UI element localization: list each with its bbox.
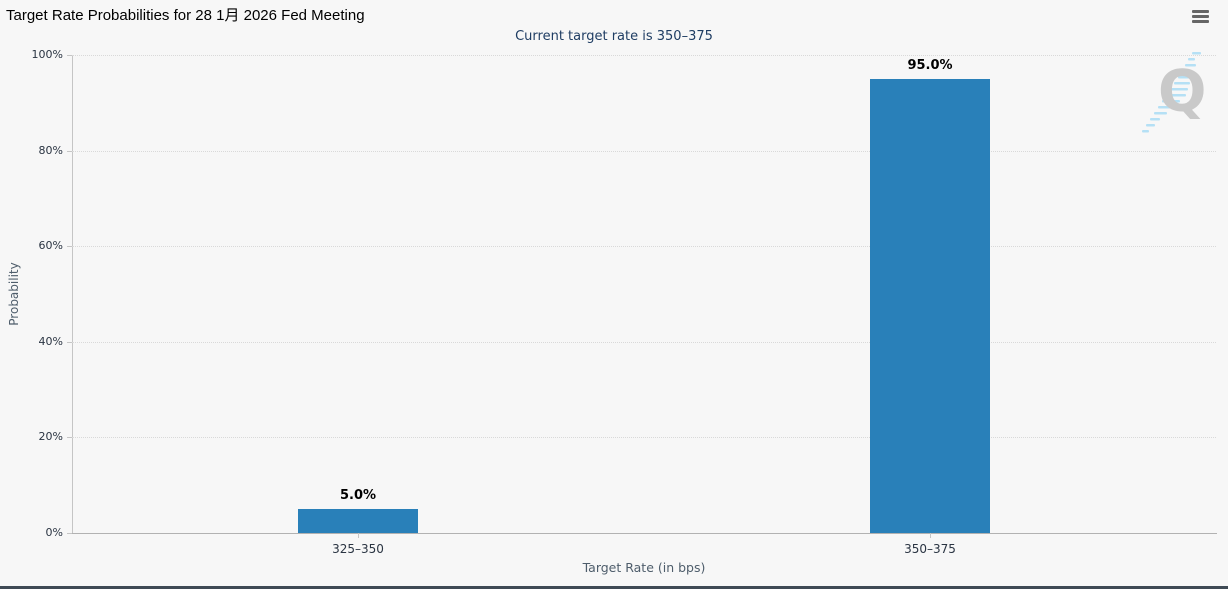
gridline-40% [72,341,1216,343]
gridline-80% [72,150,1216,152]
chart-title: Target Rate Probabilities for 28 1月 2026… [6,7,365,24]
hamburger-icon [1192,19,1209,23]
gridline-60% [72,246,1216,248]
y-tick-mark [67,437,72,439]
bar-325–350[interactable] [298,509,418,533]
y-axis-line [72,55,73,534]
chart-subtitle: Current target rate is 350–375 [515,29,713,44]
chart-context-menu-button[interactable] [1192,7,1212,25]
plot-area: 0% 20% 40% 60% 80% 100% 5.0% 325–350 95.0% 350–37… [32,48,1216,556]
footer-bar [0,586,1228,589]
y-axis-title: Probability [7,262,21,326]
gridline-100% [72,55,1216,56]
x-tick-label: 350–375 [904,542,956,556]
x-tick-label: 325–350 [332,542,384,556]
y-tick-mark [67,55,72,56]
x-axis-title: Target Rate (in bps) [582,560,706,575]
gridline-20% [72,437,1216,439]
x-axis-line [72,533,1217,534]
hamburger-icon [1192,9,1209,13]
y-tick-label: 20% [38,430,63,444]
y-tick-mark [67,341,72,343]
y-tick-label: 60% [38,239,63,253]
x-tick-mark [930,533,931,538]
y-tick-label: 40% [38,334,63,348]
x-tick-mark [358,533,359,538]
y-tick-label: 100% [31,48,63,61]
bar-value-label: 5.0% [339,488,377,504]
y-tick-mark [67,246,72,248]
watermark-q-letter: Q [1158,59,1207,125]
hamburger-icon [1192,14,1209,18]
y-tick-label: 80% [38,143,63,157]
y-tick-mark [67,533,72,534]
y-tick-label: 0% [45,526,63,539]
bar-value-label: 95.0% [907,57,953,73]
bar-350–375[interactable] [870,78,990,533]
y-tick-mark [67,150,72,152]
